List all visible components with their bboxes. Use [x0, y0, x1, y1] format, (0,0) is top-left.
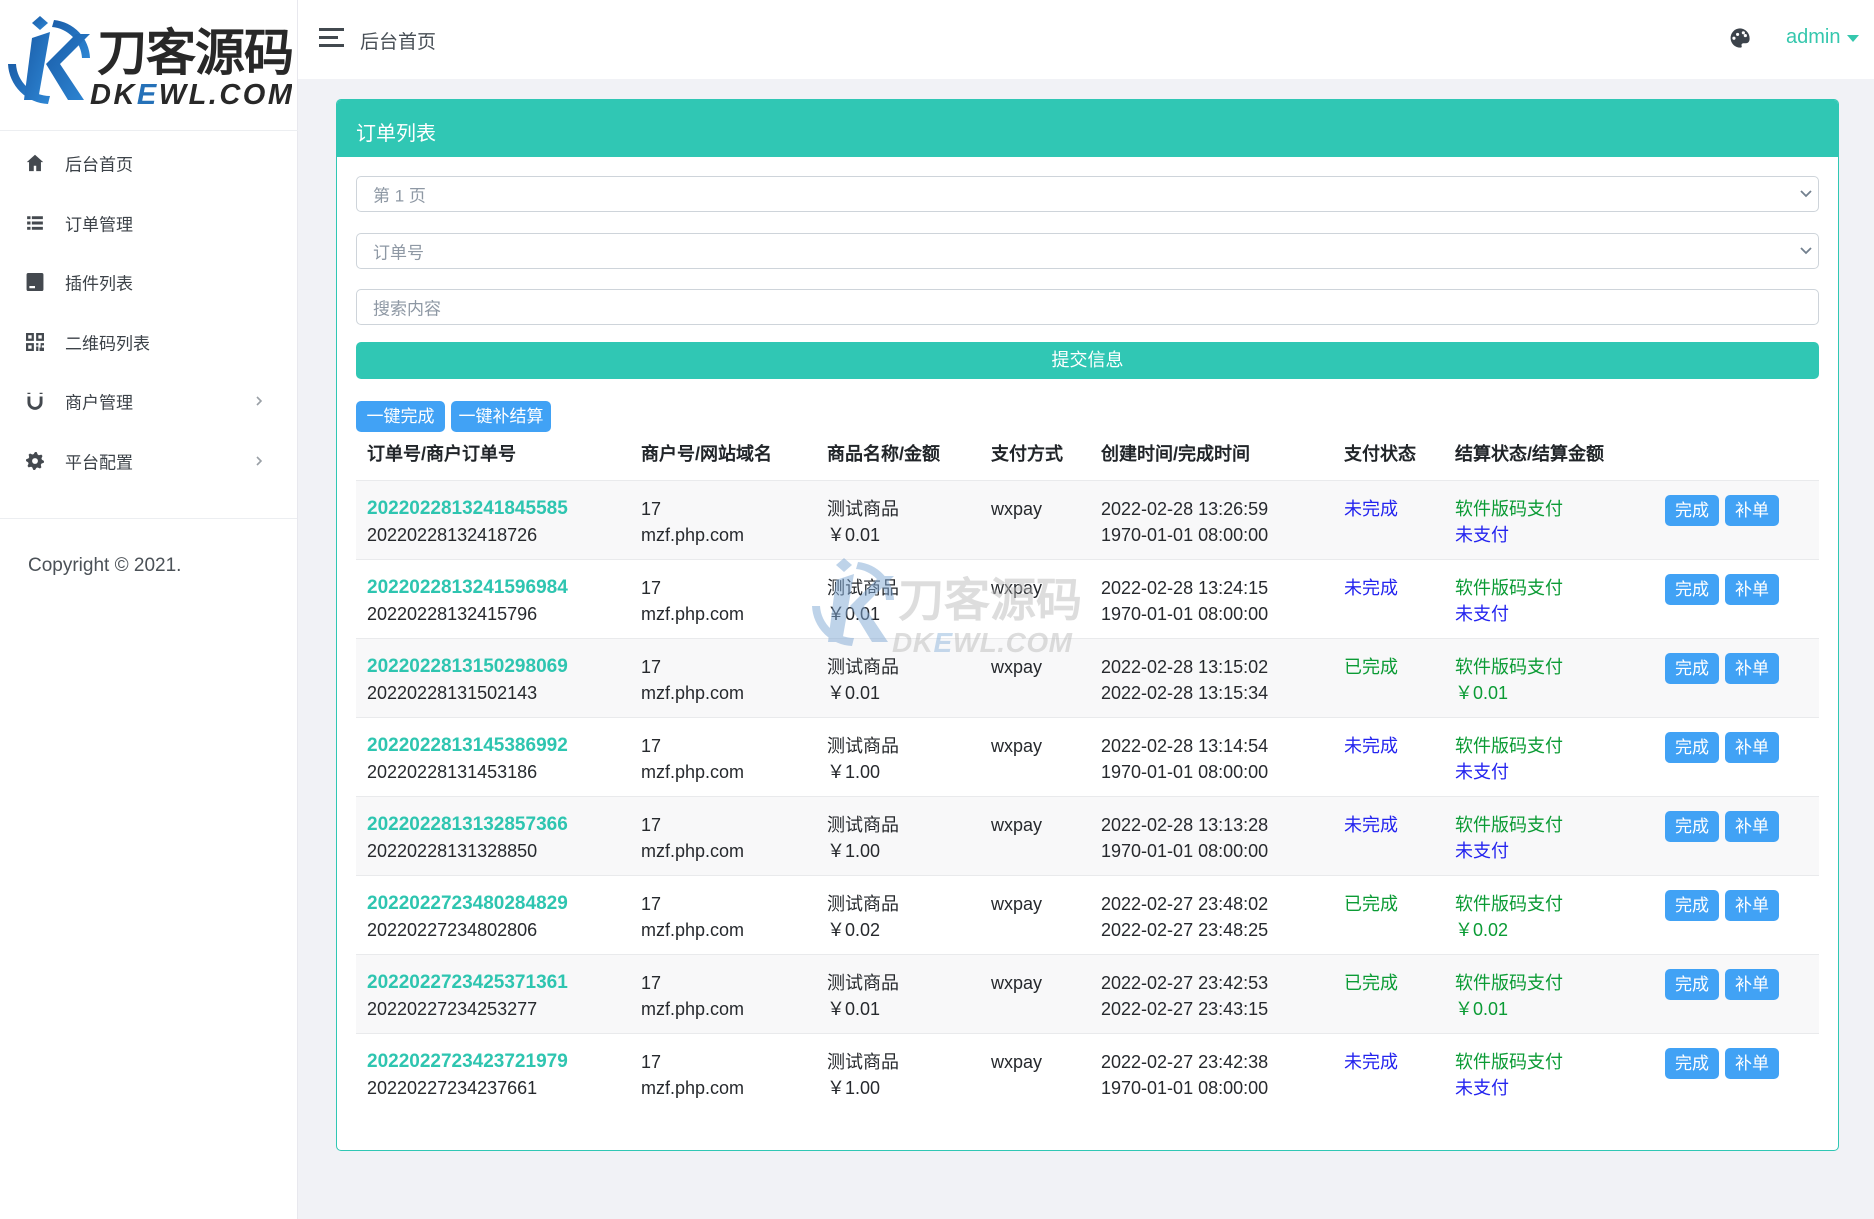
svg-text:刀客源码: 刀客源码 [97, 25, 292, 81]
svg-text:DKEWL.COM: DKEWL.COM [90, 79, 292, 111]
